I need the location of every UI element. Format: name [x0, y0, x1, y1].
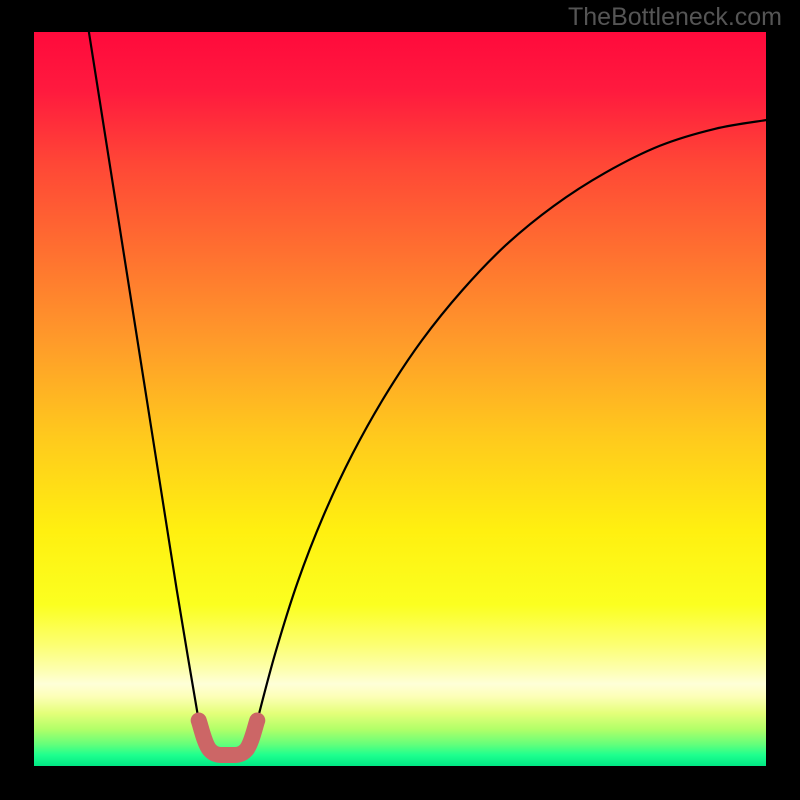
chart-frame: TheBottleneck.com: [0, 0, 800, 800]
bottleneck-chart: [34, 32, 766, 766]
watermark-text: TheBottleneck.com: [568, 3, 782, 32]
gradient-background: [34, 32, 766, 766]
plot-area: [34, 32, 766, 766]
